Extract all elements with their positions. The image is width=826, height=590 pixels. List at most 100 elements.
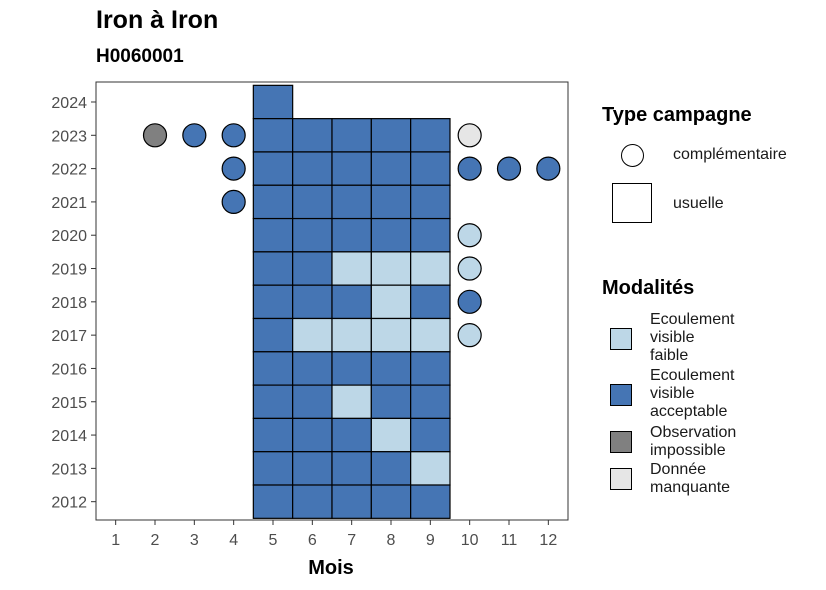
x-tick-label: 6	[308, 532, 317, 549]
legend-swatch-manquante	[610, 468, 632, 490]
circle-key-icon	[621, 144, 644, 167]
impossible-swatch-icon	[610, 431, 632, 453]
point-2022-11	[496, 156, 522, 181]
legend-label-complementaire: complémentaire	[673, 146, 787, 163]
y-tick-label: 2015	[51, 395, 87, 412]
x-tick-label: 1	[111, 532, 120, 549]
square-key-icon	[612, 183, 652, 223]
x-tick-label: 7	[347, 532, 356, 549]
x-tick-label: 2	[151, 532, 160, 549]
tile-2022-9	[410, 151, 451, 186]
tile-2018-7	[331, 284, 372, 320]
tile-2023-8	[370, 118, 412, 153]
tile-2019-7	[331, 251, 372, 286]
x-tick-label: 10	[461, 532, 479, 549]
x-tick-label: 8	[387, 532, 396, 549]
tile-2019-5	[252, 251, 294, 286]
tile-2021-7	[331, 184, 372, 220]
tile-2017-6	[292, 317, 333, 353]
tile-2013-7	[331, 451, 372, 486]
tile-2016-5	[252, 351, 294, 386]
tile-2018-9	[410, 284, 451, 320]
legend-text-faible: Ecoulement visible faible	[650, 311, 735, 365]
point-2022-10	[457, 156, 482, 181]
point-2017-10	[457, 323, 482, 348]
tile-2022-5	[252, 151, 294, 186]
x-tick-label: 11	[501, 532, 518, 549]
y-tick-label: 2024	[51, 95, 87, 112]
point-2023-2	[142, 123, 168, 148]
tile-2013-8	[370, 451, 412, 486]
tile-2017-8	[370, 317, 412, 353]
tile-2023-5	[252, 118, 294, 153]
tile-2016-8	[370, 351, 412, 386]
x-tick-label: 9	[426, 532, 435, 549]
tile-2021-6	[292, 184, 333, 220]
chart-subtitle: H0060001	[96, 46, 184, 67]
tile-2015-5	[252, 384, 294, 420]
point-2023-10	[457, 123, 482, 148]
faible-swatch-icon	[610, 328, 632, 350]
tile-2021-5	[252, 184, 294, 220]
x-tick-label: 5	[269, 532, 278, 549]
tile-2023-9	[410, 118, 451, 153]
point-2020-10	[457, 223, 482, 248]
tile-2023-6	[292, 118, 333, 153]
tile-2014-8	[370, 417, 412, 453]
tile-2018-6	[292, 284, 333, 320]
tile-2013-9	[410, 451, 451, 486]
tile-2020-5	[252, 217, 294, 253]
y-tick-label: 2017	[51, 328, 87, 345]
tile-2020-9	[410, 217, 451, 253]
tile-2016-7	[331, 351, 372, 386]
tile-2019-6	[292, 251, 333, 286]
tile-2021-8	[370, 184, 412, 220]
legend-modalites: Modalités	[602, 277, 694, 300]
point-2019-10	[457, 256, 482, 281]
tile-2014-7	[331, 417, 372, 453]
tile-2020-8	[370, 217, 412, 253]
acceptable-swatch-icon	[610, 384, 632, 406]
tile-2017-5	[252, 317, 294, 353]
legend-line: faible	[650, 347, 689, 364]
tile-2021-9	[410, 184, 451, 220]
y-tick-label: 2013	[51, 461, 87, 478]
tile-2014-9	[410, 417, 451, 453]
point-2023-3	[182, 123, 207, 148]
tile-2015-8	[370, 384, 412, 420]
tile-2017-7	[331, 317, 372, 353]
legend-line: Ecoulement	[650, 311, 735, 328]
x-axis: 1 2 3 4 5 6 7 8 9 10 11 12	[111, 520, 557, 549]
legend-type-campagne: Type campagne	[602, 104, 752, 127]
usual-tiles	[252, 84, 451, 519]
legend-modalites-title: Modalités	[602, 277, 695, 299]
tile-2017-9	[410, 317, 451, 353]
legend-item-complementaire-text: complémentaire	[673, 146, 787, 164]
tile-2015-7	[331, 384, 372, 420]
tile-2020-7	[331, 217, 372, 253]
x-axis-title: Mois	[308, 557, 354, 579]
legend-line: impossible	[650, 442, 726, 459]
y-axis: 2012 2013 2014 2015 2016 2017 2018 2019 2020 2021…	[51, 95, 96, 512]
tile-2024-5	[252, 84, 294, 120]
y-tick-label: 2012	[51, 495, 87, 512]
y-tick-label: 2023	[51, 128, 87, 145]
tile-2015-6	[292, 384, 333, 420]
tile-2023-7	[331, 118, 372, 153]
tile-2022-7	[331, 151, 372, 186]
tile-2022-6	[292, 151, 333, 186]
point-2022-12	[536, 156, 561, 181]
y-tick-label: 2021	[51, 195, 87, 212]
tile-2016-6	[292, 351, 333, 386]
legend-label-usuelle: usuelle	[673, 195, 724, 212]
complementary-points	[142, 123, 561, 348]
legend-line: Donnée	[650, 461, 707, 478]
tile-2018-8	[370, 284, 412, 320]
point-2023-4	[221, 123, 246, 148]
legend-line: Ecoulement	[650, 367, 735, 384]
y-tick-label: 2020	[51, 228, 87, 245]
legend-swatch-impossible	[610, 431, 632, 453]
y-tick-label: 2018	[51, 295, 87, 312]
tile-2012-5	[252, 484, 294, 519]
legend-item-complementaire	[621, 144, 644, 167]
